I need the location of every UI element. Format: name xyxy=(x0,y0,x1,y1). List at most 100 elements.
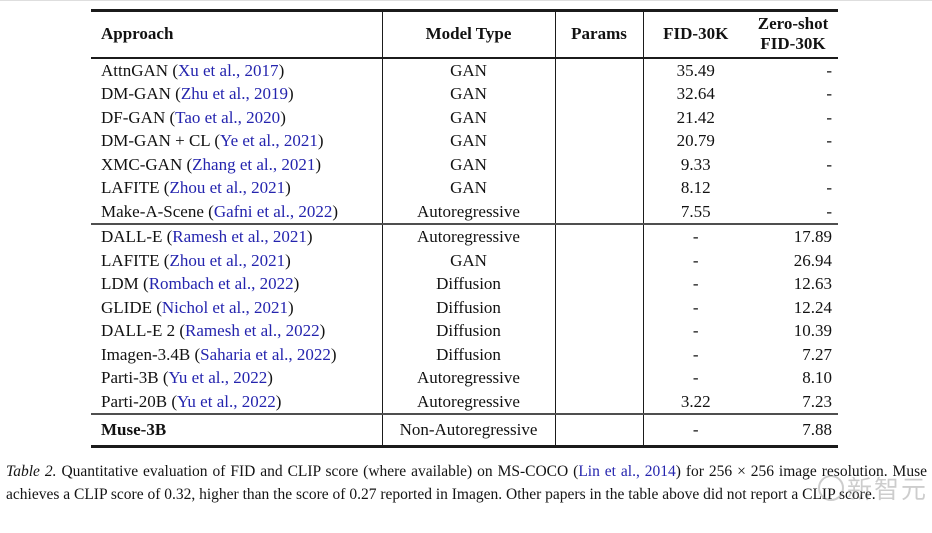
citation-link[interactable]: Nichol et al., 2021 xyxy=(161,297,288,317)
model-type-cell: Autoregressive xyxy=(382,199,556,224)
zero-shot-fid-30k-cell: 10.39 xyxy=(793,321,832,340)
approach-cell: XMC-GAN (Zhang et al., 2021) xyxy=(91,152,383,176)
approach-name: DALL-E 2 xyxy=(101,321,176,340)
approach-name: AttnGAN xyxy=(101,60,169,80)
fid-results-table: Approach Model Type Params FID-30K Zero-… xyxy=(91,9,838,448)
table-row: GLIDE (Nichol et al., 2021) Diffusion -12.… xyxy=(91,295,838,319)
table-row: AttnGAN (Xu et al., 2017) GAN 35.49- xyxy=(91,57,838,82)
close-paren: ) xyxy=(287,84,294,103)
citation-link[interactable]: Ramesh et al., 2022 xyxy=(185,321,320,340)
close-paren: ) xyxy=(315,154,322,174)
approach-name: Make-A-Scene xyxy=(101,201,204,221)
citation-link[interactable]: Zhang et al., 2021 xyxy=(192,154,316,174)
approach-name: DM-GAN xyxy=(101,84,171,103)
params-cell xyxy=(555,105,644,129)
citation-link[interactable]: Yu et al., 2022 xyxy=(177,391,276,411)
model-type-cell: Diffusion xyxy=(382,295,556,319)
approach-cell: DALL-E (Ramesh et al., 2021) xyxy=(91,224,383,249)
citation-link[interactable]: Zhu et al., 2019 xyxy=(180,84,288,103)
citation-link[interactable]: Gafni et al., 2022 xyxy=(213,201,333,221)
model-type-cell: GAN xyxy=(382,129,556,153)
open-paren: ( xyxy=(210,131,220,150)
close-paren: ) xyxy=(275,391,282,411)
model-type-cell: Non-Autoregressive xyxy=(382,414,556,447)
approach-name: LAFITE xyxy=(101,178,160,197)
params-cell xyxy=(555,152,644,176)
approach-cell: AttnGAN (Xu et al., 2017) xyxy=(91,57,383,82)
close-paren: ) xyxy=(285,178,291,197)
table-row: Make-A-Scene (Gafni et al., 2022) Autoreg… xyxy=(91,199,838,224)
zero-shot-fid-30k-cell: - xyxy=(826,201,832,221)
citation-link[interactable]: Zhou et al., 2021 xyxy=(169,178,286,197)
col-header-model-type: Model Type xyxy=(382,10,556,58)
approach-cell: LDM (Rombach et al., 2022) xyxy=(91,272,383,296)
zero-shot-fid-30k-cell: - xyxy=(826,178,832,197)
caption-citation-link[interactable]: Lin et al., 2014 xyxy=(578,463,676,480)
caption-text-before: Quantitative evaluation of FID and CLIP … xyxy=(61,463,579,480)
close-paren: ) xyxy=(317,131,324,150)
fid-30k-cell: 21.42 xyxy=(676,107,715,127)
approach-cell: LAFITE (Zhou et al., 2021) xyxy=(91,176,383,200)
model-type-cell: Diffusion xyxy=(382,272,556,296)
table-row: Imagen-3.4B (Saharia et al., 2022) Diffus… xyxy=(91,342,838,366)
approach-name: DM-GAN + CL xyxy=(101,131,211,150)
params-cell xyxy=(555,199,644,224)
params-cell xyxy=(555,82,644,106)
open-paren: ( xyxy=(168,60,178,80)
citation-link[interactable]: Ramesh et al., 2021 xyxy=(172,227,307,246)
zero-shot-fid-30k-cell: 7.27 xyxy=(802,344,832,364)
close-paren: ) xyxy=(278,60,285,80)
citation-link[interactable]: Yu et al., 2022 xyxy=(168,368,268,387)
table-row: LAFITE (Zhou et al., 2021) GAN 8.12- xyxy=(91,176,838,200)
citation-link[interactable]: Ye et al., 2021 xyxy=(220,131,318,150)
model-type-cell: GAN xyxy=(382,152,556,176)
approach-cell: DF-GAN (Tao et al., 2020) xyxy=(91,105,383,129)
fid-30k-cell: 35.49 xyxy=(676,60,715,80)
params-cell xyxy=(555,224,644,249)
fid-30k-cell: 20.79 xyxy=(676,131,715,150)
fid-30k-cell: 7.55 xyxy=(680,201,711,221)
open-paren: ( xyxy=(165,107,176,127)
citation-link[interactable]: Zhou et al., 2021 xyxy=(169,250,286,270)
fid-30k-cell: - xyxy=(692,368,699,387)
citation-link[interactable]: Rombach et al., 2022 xyxy=(148,274,294,293)
params-cell xyxy=(555,248,644,272)
table-row: Parti-3B (Yu et al., 2022) Autoregressive… xyxy=(91,366,838,390)
fid-30k-cell: - xyxy=(692,297,699,317)
approach-name: DALL-E xyxy=(101,227,163,246)
approach-cell: Make-A-Scene (Gafni et al., 2022) xyxy=(91,199,383,224)
table-section-3: Muse-3B Non-Autoregressive - 7.88 xyxy=(91,414,838,447)
zero-shot-fid-30k-cell: - xyxy=(826,60,832,80)
open-paren: ( xyxy=(151,297,162,317)
open-paren: ( xyxy=(138,274,149,293)
table-row: LDM (Rombach et al., 2022) Diffusion -12.6… xyxy=(91,272,838,296)
citation-link[interactable]: Saharia et al., 2022 xyxy=(200,344,331,364)
params-cell xyxy=(555,295,644,319)
model-type-cell: Autoregressive xyxy=(382,224,556,249)
fid-30k-cell: - xyxy=(692,420,699,439)
zero-shot-fid-30k-cell: 17.89 xyxy=(793,227,832,246)
citation-link[interactable]: Xu et al., 2017 xyxy=(177,60,279,80)
header-row: Approach Model Type Params FID-30K Zero-… xyxy=(91,10,838,58)
citation-link[interactable]: Tao et al., 2020 xyxy=(175,107,281,127)
open-paren: ( xyxy=(182,154,193,174)
approach-cell: Parti-3B (Yu et al., 2022) xyxy=(91,366,383,390)
caption-label: Table 2. xyxy=(6,463,57,480)
results-table: Approach Model Type Params FID-30K Zero-… xyxy=(91,9,838,448)
approach-cell: Parti-20B (Yu et al., 2022) xyxy=(91,389,383,414)
approach-cell: Imagen-3.4B (Saharia et al., 2022) xyxy=(91,342,383,366)
zero-shot-fid-30k-cell: - xyxy=(826,131,832,150)
approach-name: XMC-GAN xyxy=(101,154,183,174)
model-type-cell: GAN xyxy=(382,57,556,82)
params-cell xyxy=(555,176,644,200)
approach-name: Parti-20B xyxy=(101,391,168,411)
approach-cell: DALL-E 2 (Ramesh et al., 2022) xyxy=(91,319,383,343)
col-header-zero-shot-fid-30k: Zero-shot FID-30K xyxy=(748,11,838,58)
fid-30k-cell: - xyxy=(692,250,699,270)
col-header-params: Params xyxy=(555,10,644,58)
caption-text-after: ) for 256 × 256 image resolution. Muse a… xyxy=(6,463,927,503)
approach-name: Parti-3B xyxy=(101,368,159,387)
params-cell xyxy=(555,272,644,296)
open-paren: ( xyxy=(203,201,214,221)
